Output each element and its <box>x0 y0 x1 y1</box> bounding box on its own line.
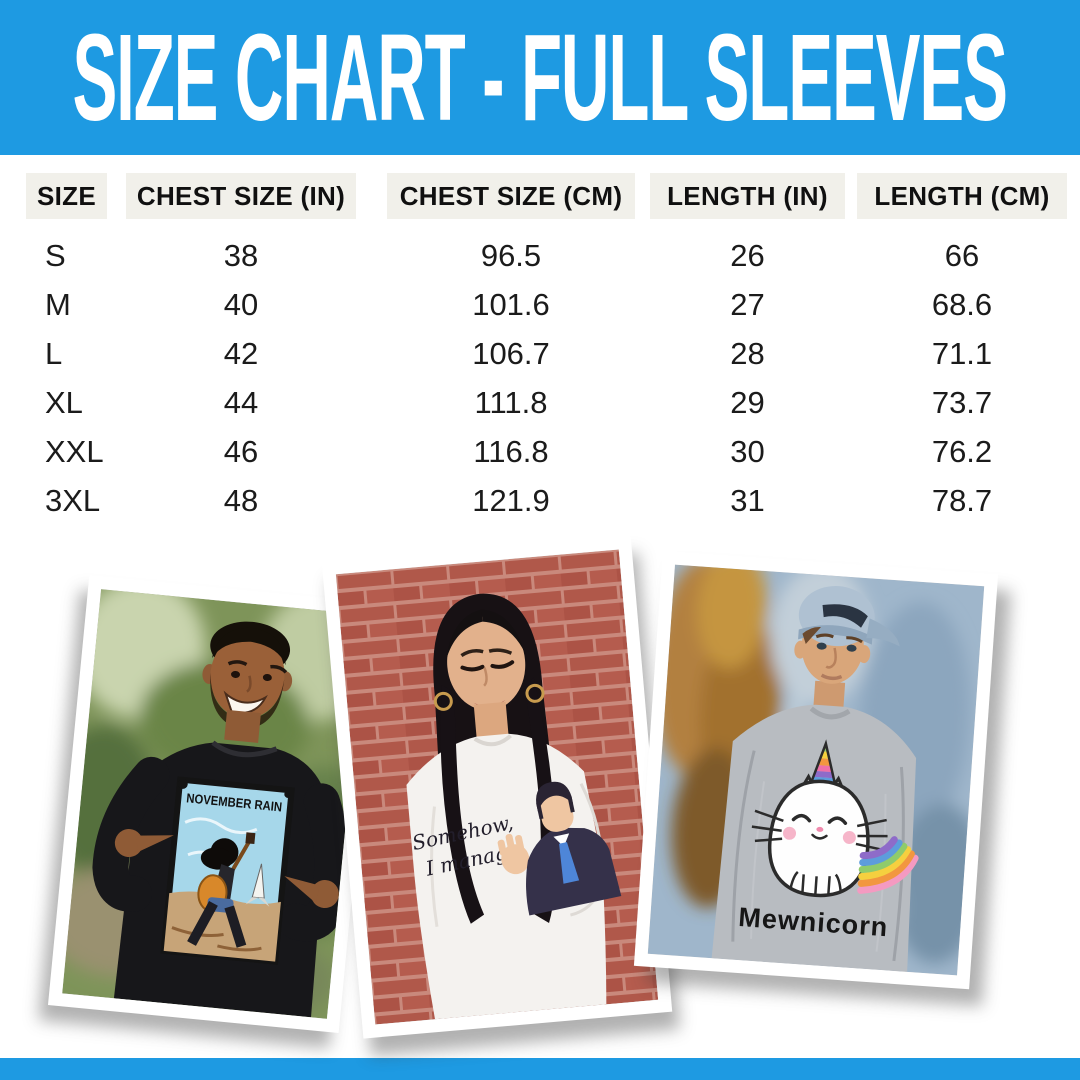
column-header-length-cm: LENGTH (CM) <box>857 173 1067 219</box>
footer-accent-bar <box>0 1058 1080 1080</box>
table-cell: 40 <box>223 286 259 322</box>
table-cell: 27 <box>730 286 765 322</box>
table-cell: M <box>45 286 71 322</box>
office-character-illustration <box>497 781 622 916</box>
table-cell: XL <box>45 384 83 420</box>
table-cell: 29 <box>730 384 765 420</box>
table-cell: 48 <box>223 482 259 518</box>
table-cell: 68.6 <box>931 286 993 322</box>
rainbow-tail-icon <box>857 836 919 894</box>
hoop-earring-icon <box>525 683 545 703</box>
table-cell: 46 <box>223 433 259 469</box>
table-cell: 121.9 <box>472 482 550 518</box>
table-cell: 116.8 <box>473 433 549 469</box>
table-cell: 31 <box>730 482 765 518</box>
table-cell: XXL <box>45 433 104 469</box>
column-header-chest-cm: CHEST SIZE (CM) <box>387 173 635 219</box>
table-cell: 96.5 <box>480 237 542 273</box>
photo-black-tshirt-image: NOVEMBER RAIN <box>62 589 366 1019</box>
table-cell: 111.8 <box>474 384 548 420</box>
table-cell: 101.6 <box>472 286 550 322</box>
table-cell: 78.7 <box>931 482 993 518</box>
table-cell: 44 <box>223 384 259 420</box>
model-woman <box>406 593 607 1020</box>
table-cell: 76.2 <box>931 433 993 469</box>
column-header-chest-in: CHEST SIZE (IN) <box>126 173 356 219</box>
photo-gray-tshirt-image: Mewnicorn <box>647 564 985 976</box>
table-cell: 30 <box>730 433 765 469</box>
table-cell: 73.7 <box>931 384 993 420</box>
photo-card-black-tshirt: NOVEMBER RAIN <box>47 575 381 1033</box>
photo-card-gray-tshirt: Mewnicorn <box>633 550 999 990</box>
hoop-earring-icon <box>433 691 453 711</box>
somehow-i-manage-print: Somehow, I manage <box>410 781 622 916</box>
table-cell: 38 <box>223 237 259 273</box>
table-cell: 42 <box>223 335 259 371</box>
column-header-size: SIZE <box>26 173 107 219</box>
photo-card-white-tshirt: Somehow, I manage <box>321 535 673 1039</box>
title-banner: SIZE CHART - FULL SLEEVES <box>0 0 1080 155</box>
table-cell: 66 <box>944 237 980 273</box>
table-cell: 26 <box>730 237 765 273</box>
table-cell: 28 <box>730 335 765 371</box>
photo-white-tshirt-image: Somehow, I manage <box>335 549 659 1025</box>
table-cell: 3XL <box>45 482 101 518</box>
table-cell: 106.7 <box>472 335 550 371</box>
table-cell: S <box>45 237 66 273</box>
column-header-length-in: LENGTH (IN) <box>650 173 845 219</box>
pointing-hands <box>114 829 339 909</box>
table-cell: L <box>45 335 63 371</box>
november-rain-print: NOVEMBER RAIN <box>160 776 295 965</box>
page-title: SIZE CHART - FULL SLEEVES <box>72 8 1009 147</box>
table-cell: 71.1 <box>931 335 993 371</box>
